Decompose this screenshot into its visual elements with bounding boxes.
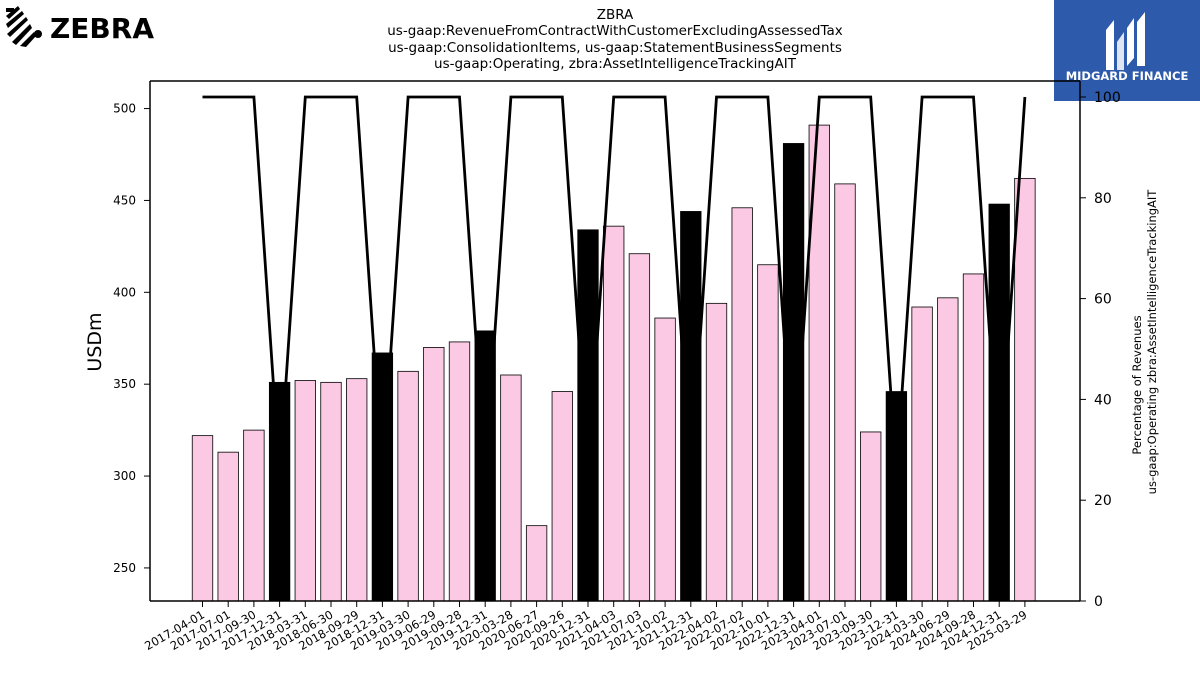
bar-series [191,124,1036,602]
bar [911,306,933,602]
midgard-finance-logo: MIDGARD FINANCE [1054,0,1200,101]
bar [500,374,522,602]
y2-axis-label-line2: us-gaap:Operating zbra:AssetIntelligence… [1145,189,1159,495]
bar [988,203,1010,602]
bar [603,225,625,602]
bar [320,381,342,602]
chart-title: ZBRA us-gaap:RevenueFromContractWithCust… [330,7,900,72]
y-tick-label: 300 [113,469,136,483]
bar [551,391,573,602]
bar [757,264,779,602]
bar [525,525,548,602]
bar [1014,177,1036,602]
y-tick-label: 350 [113,377,136,391]
bar [268,381,291,602]
bar [423,347,445,602]
y-tick-label: 250 [113,561,136,575]
bar [346,378,368,602]
title-segment-members: us-gaap:Operating, zbra:AssetIntelligenc… [434,55,796,72]
bar [294,380,316,602]
bar [191,435,214,602]
y2-tick-label: 60 [1094,292,1112,308]
y2-tick-label: 20 [1094,493,1112,509]
bar [217,451,239,602]
midgard-wordmark: MIDGARD FINANCE [1066,69,1189,83]
bar [397,370,419,602]
y-tick-label: 500 [113,102,136,116]
y2-tick-label: 40 [1094,392,1112,408]
y2-tick-label: 100 [1094,90,1121,106]
y-axis-label: USDm [84,312,106,371]
bar [885,391,908,602]
y2-tick-label: 0 [1094,594,1103,610]
bar [680,211,702,602]
bar [577,229,599,602]
y2-tick-label: 80 [1094,191,1112,207]
zebra-head-icon [6,6,42,47]
bar [628,253,651,602]
y-tick-label: 400 [113,285,136,299]
y-tick-label: 450 [113,193,136,207]
bar [371,352,394,602]
bar [937,297,959,602]
midgard-mark-icon [1106,12,1145,70]
bar [448,341,471,602]
y2-axis-label-line1: Percentage of Revenues [1130,315,1144,454]
bar [705,302,728,602]
title-axis-members: us-gaap:ConsolidationItems, us-gaap:Stat… [388,39,842,56]
bar [243,429,265,602]
y-axis-right: 0 20 40 60 80 100 [1080,90,1121,610]
zebra-logo: ZEBRA [6,6,154,47]
bar [962,273,985,602]
bar [860,431,882,602]
y-axis-left: 250 300 350 400 450 500 [113,102,150,575]
title-concept: us-gaap:RevenueFromContractWithCustomerE… [387,23,843,40]
bar [731,207,753,602]
bar [654,317,676,602]
x-axis: 2017-04-012017-07-012017-09-302017-12-31… [142,601,1029,653]
zebra-wordmark: ZEBRA [50,12,154,45]
title-ticker: ZBRA [596,7,634,23]
bar [834,183,856,602]
percentage-line [202,95,1027,476]
